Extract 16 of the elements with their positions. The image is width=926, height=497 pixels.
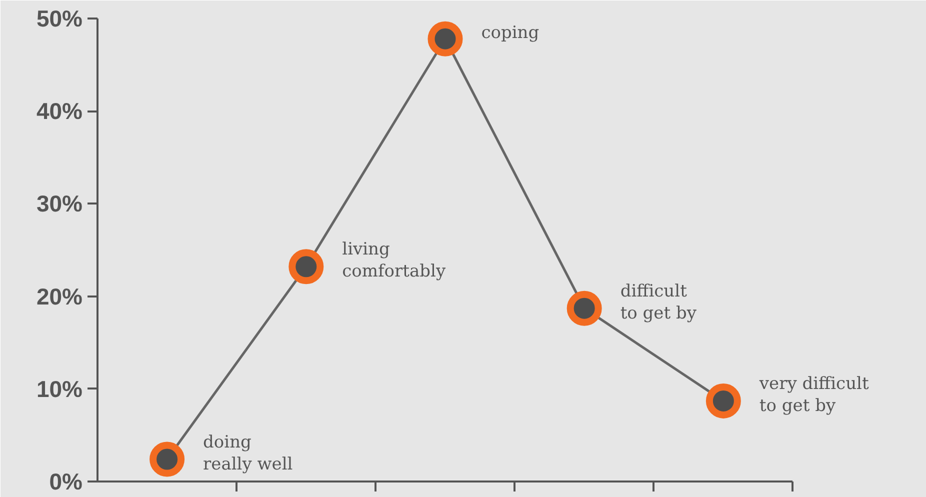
y-tick-label: 0% xyxy=(49,468,83,494)
y-tick-label: 30% xyxy=(36,190,83,217)
annotation: very difficult to get by xyxy=(758,374,869,416)
y-tick-label: 40% xyxy=(36,98,83,124)
annotation: difficult to get by xyxy=(620,281,697,324)
y-tick-label: 50% xyxy=(36,6,83,32)
annotation: coping xyxy=(481,22,540,43)
point xyxy=(566,290,602,326)
annotation: living comfortably xyxy=(342,240,446,282)
y-tick-label: 20% xyxy=(36,283,83,310)
point xyxy=(288,249,324,284)
point xyxy=(706,383,741,418)
point xyxy=(428,21,463,56)
annotation: doing really well xyxy=(203,432,293,474)
y-tick-label: 10% xyxy=(36,376,83,402)
point xyxy=(150,442,185,477)
